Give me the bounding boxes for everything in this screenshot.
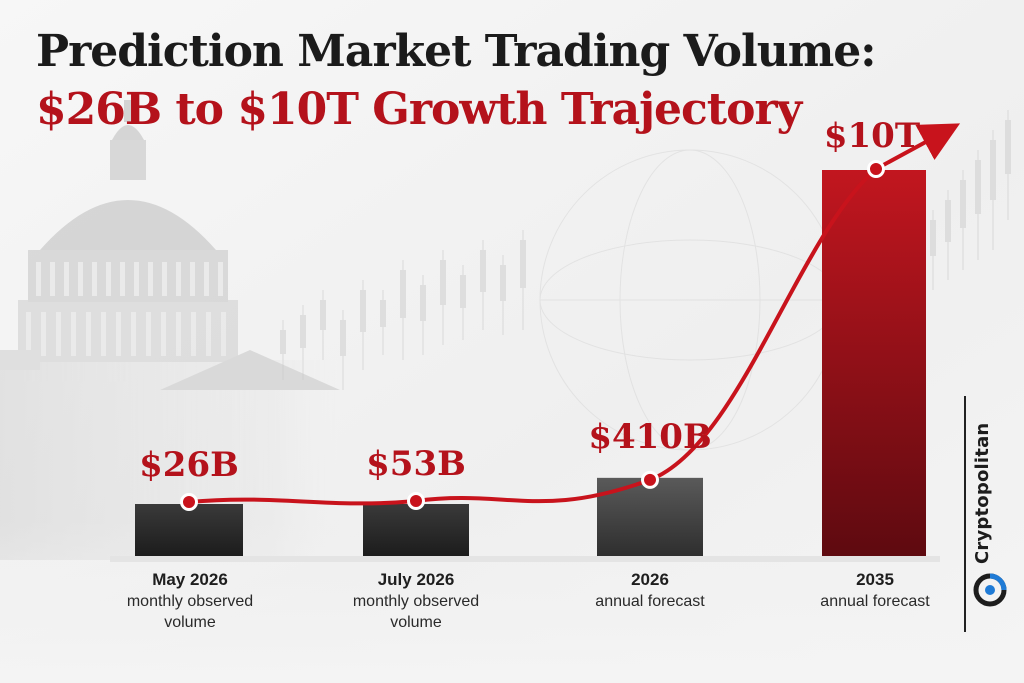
brand-divider [964,396,966,632]
category-main: May 2026 [152,570,228,589]
data-point [407,492,425,510]
value-labels-layer: $26B $53B $410B $10T [139,116,920,485]
brand-block: Cryptopolitan [964,396,1012,632]
category-main: 2026 [631,570,669,589]
bars-layer [135,170,926,556]
category-label: 2035 annual forecast [780,569,970,612]
page-subtitle: $26B to $10T Growth Trajectory [36,84,802,135]
data-point [641,470,659,489]
value-label: $410B [588,417,711,457]
data-point [867,160,885,178]
capitol-building [0,100,340,560]
bar [135,504,243,556]
category-label: 2026 annual forecast [555,569,745,612]
category-sub: annual forecast [595,593,705,610]
bar [822,170,926,556]
category-main: 2035 [856,570,894,589]
bar [363,504,469,556]
brand-name: Cryptopolitan [972,422,993,564]
category-sub: annual forecast [820,593,930,610]
data-point [180,493,198,511]
value-label: $10T [824,116,920,156]
category-label: July 2026 monthly observed volume [321,569,511,633]
value-label: $26B [139,445,239,485]
category-sub: monthly observed volume [126,593,254,631]
category-sub: monthly observed volume [352,593,480,631]
trend-layer [180,123,961,511]
trend-arrow [187,123,961,506]
candlestick-watermark [280,110,1011,390]
value-label: $53B [366,444,466,484]
cryptopolitan-logo-icon [973,573,1007,607]
category-main: July 2026 [377,570,455,589]
category-label: May 2026 monthly observed volume [95,569,285,633]
page-title: Prediction Market Trading Volume: [36,26,876,77]
